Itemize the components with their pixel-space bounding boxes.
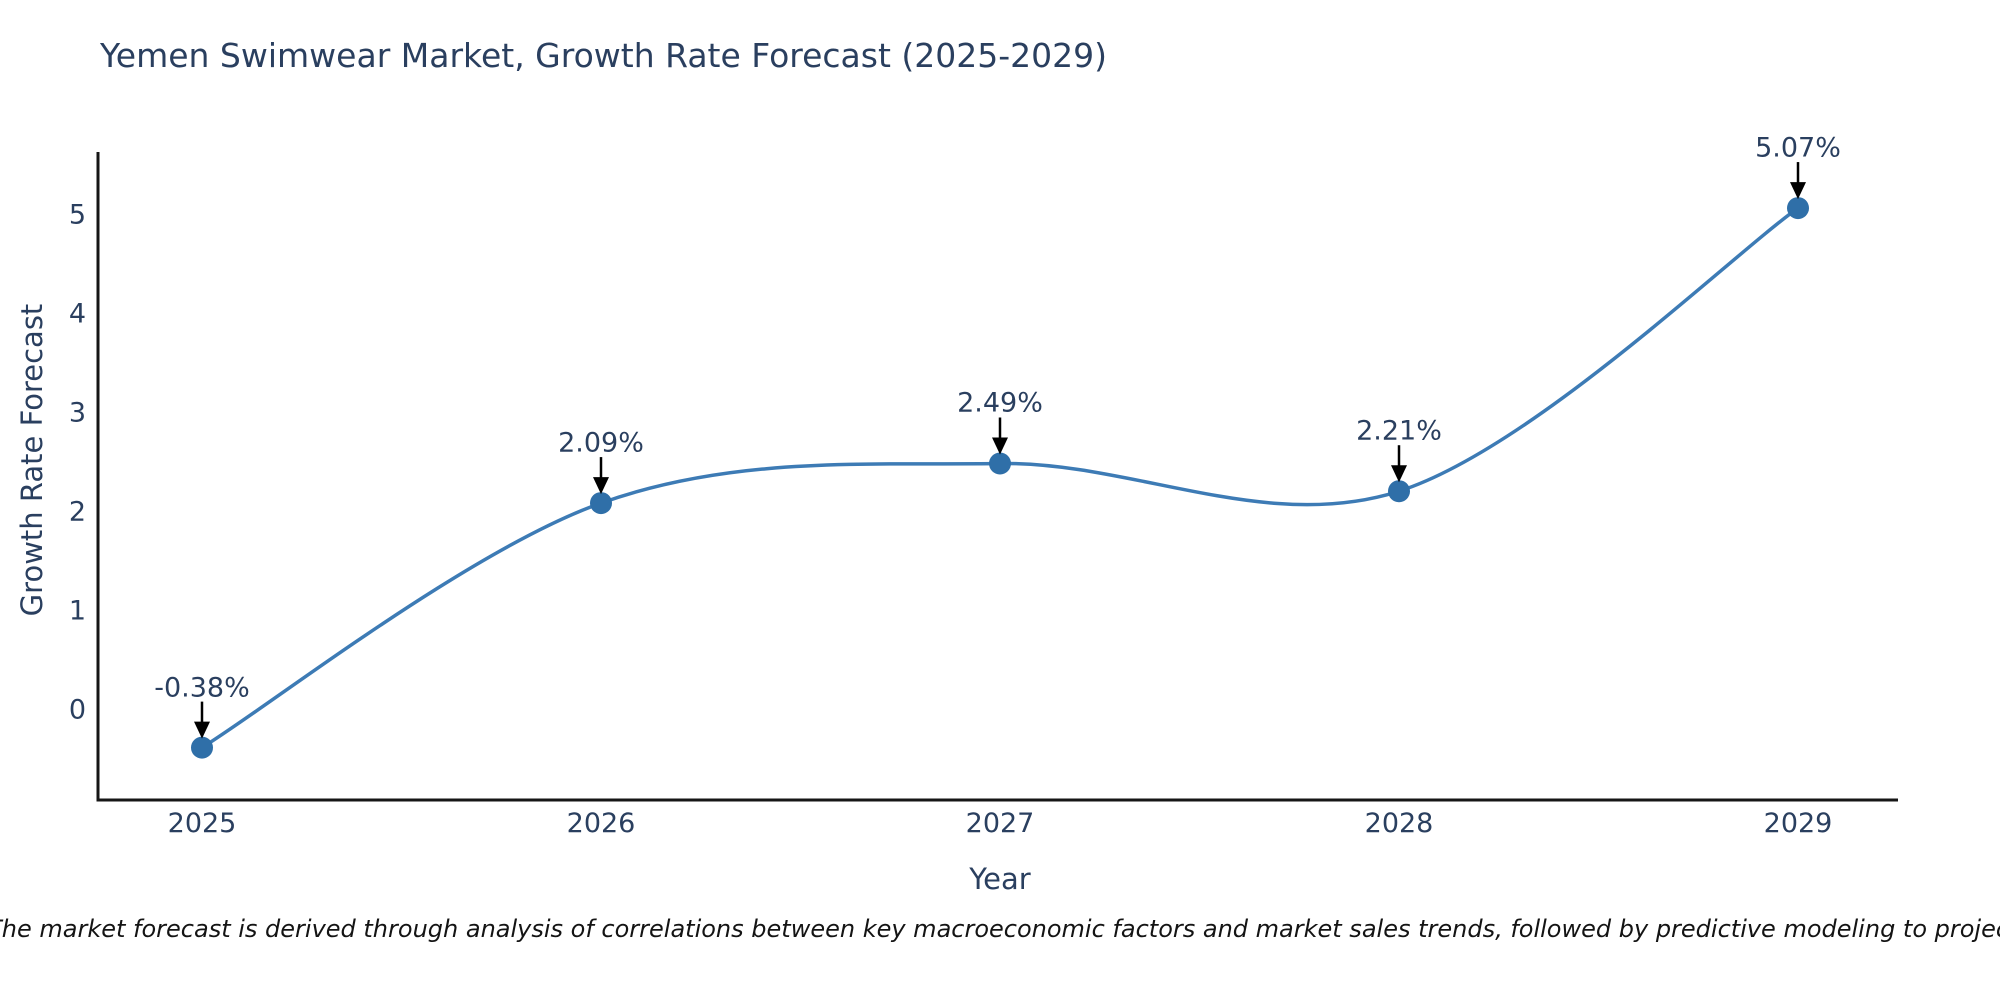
x-tick-label: 2025 — [167, 808, 237, 839]
y-tick-label: 0 — [68, 694, 86, 726]
x-tick-label: 2026 — [566, 808, 636, 839]
x-tick-label: 2029 — [1763, 808, 1833, 839]
point-annotation-label: 2.09% — [558, 427, 644, 459]
y-axis-title: Growth Rate Forecast — [15, 303, 49, 617]
data-point-marker — [989, 452, 1011, 475]
y-tick-label: 1 — [68, 595, 86, 627]
footnote: Note: The market forecast is derived thr… — [0, 915, 2000, 943]
point-annotation-label: -0.38% — [154, 672, 250, 704]
data-point-marker — [1787, 197, 1809, 220]
data-point-marker — [590, 492, 612, 515]
y-tick-label: 5 — [68, 199, 86, 231]
annotation-arrow-head — [194, 721, 210, 739]
point-annotation-label: 2.21% — [1356, 415, 1442, 447]
point-annotation-label: 2.49% — [957, 387, 1043, 419]
forecast-line — [200, 206, 1800, 750]
chart-title: Yemen Swimwear Market, Growth Rate Forec… — [100, 36, 1108, 75]
y-tick-label: 4 — [68, 298, 86, 330]
annotation-arrow-head — [1391, 465, 1407, 483]
y-tick-label: 3 — [68, 397, 86, 429]
annotation-arrow-head — [992, 437, 1008, 455]
annotation-arrow-head — [1790, 182, 1806, 200]
data-point-marker — [1388, 480, 1410, 503]
x-axis-title: Year — [969, 862, 1031, 896]
x-tick-label: 2027 — [965, 808, 1035, 839]
point-annotation-label: 5.07% — [1755, 132, 1841, 164]
y-tick-label: 2 — [68, 496, 86, 528]
annotation-arrow-head — [593, 477, 609, 495]
data-point-marker — [191, 736, 213, 759]
x-tick-label: 2028 — [1364, 808, 1434, 839]
